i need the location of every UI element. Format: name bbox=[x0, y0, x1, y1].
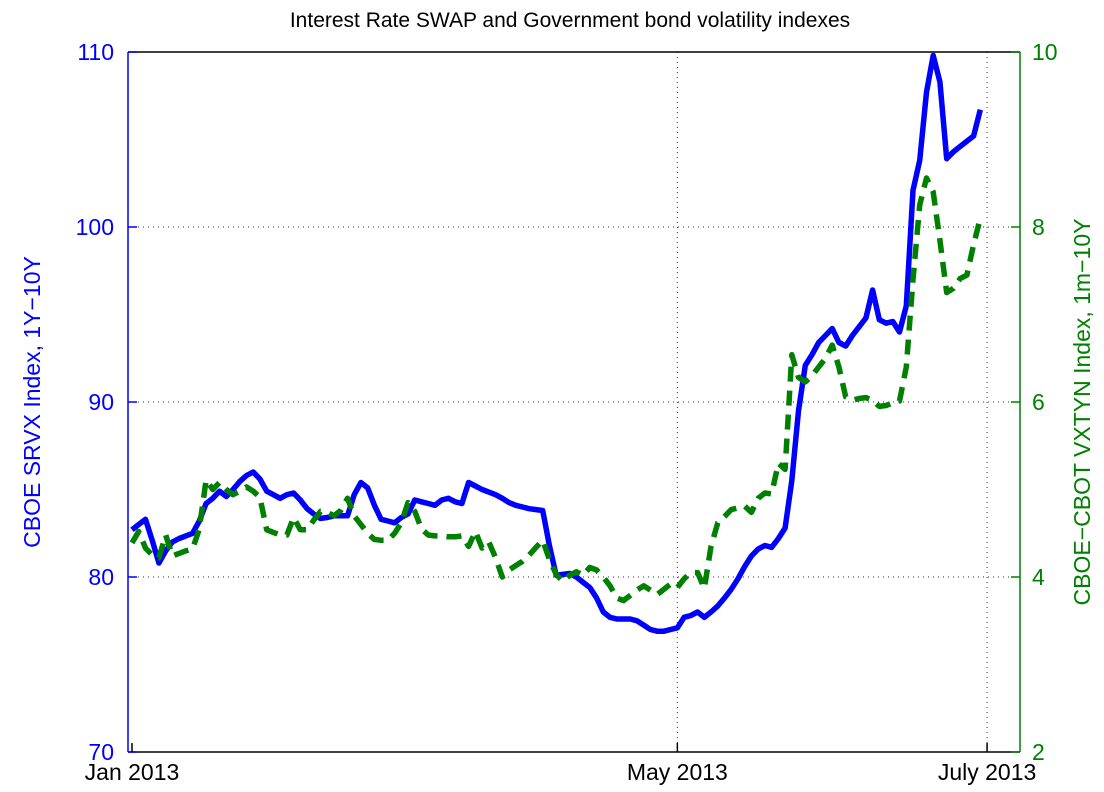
data-line bbox=[129, 175, 983, 604]
y2-tick-label: 8 bbox=[1032, 214, 1045, 240]
y2-tick-label: 6 bbox=[1032, 389, 1045, 415]
y-tick-label: 70 bbox=[88, 739, 114, 765]
y-tick-label: 100 bbox=[76, 214, 114, 240]
x-tick-label: July 2013 bbox=[938, 759, 1036, 785]
x-tick-label: May 2013 bbox=[627, 759, 728, 785]
y2-axis-label: CBOE−CBOT VXTYN Index, 1m−10Y bbox=[1069, 219, 1095, 606]
chart-title: Interest Rate SWAP and Government bond v… bbox=[290, 9, 850, 32]
y-tick-label: 90 bbox=[88, 389, 114, 415]
y-tick-label: 80 bbox=[88, 564, 114, 590]
y2-tick-label: 2 bbox=[1032, 739, 1045, 765]
y-tick-label: 110 bbox=[77, 39, 114, 65]
y2-tick-label: 4 bbox=[1032, 564, 1045, 590]
y2-tick-label: 10 bbox=[1032, 39, 1058, 65]
y-axis-label: CBOE SRVX Index, 1Y−10Y bbox=[19, 256, 45, 548]
x-tick-label: Jan 2013 bbox=[85, 759, 180, 785]
